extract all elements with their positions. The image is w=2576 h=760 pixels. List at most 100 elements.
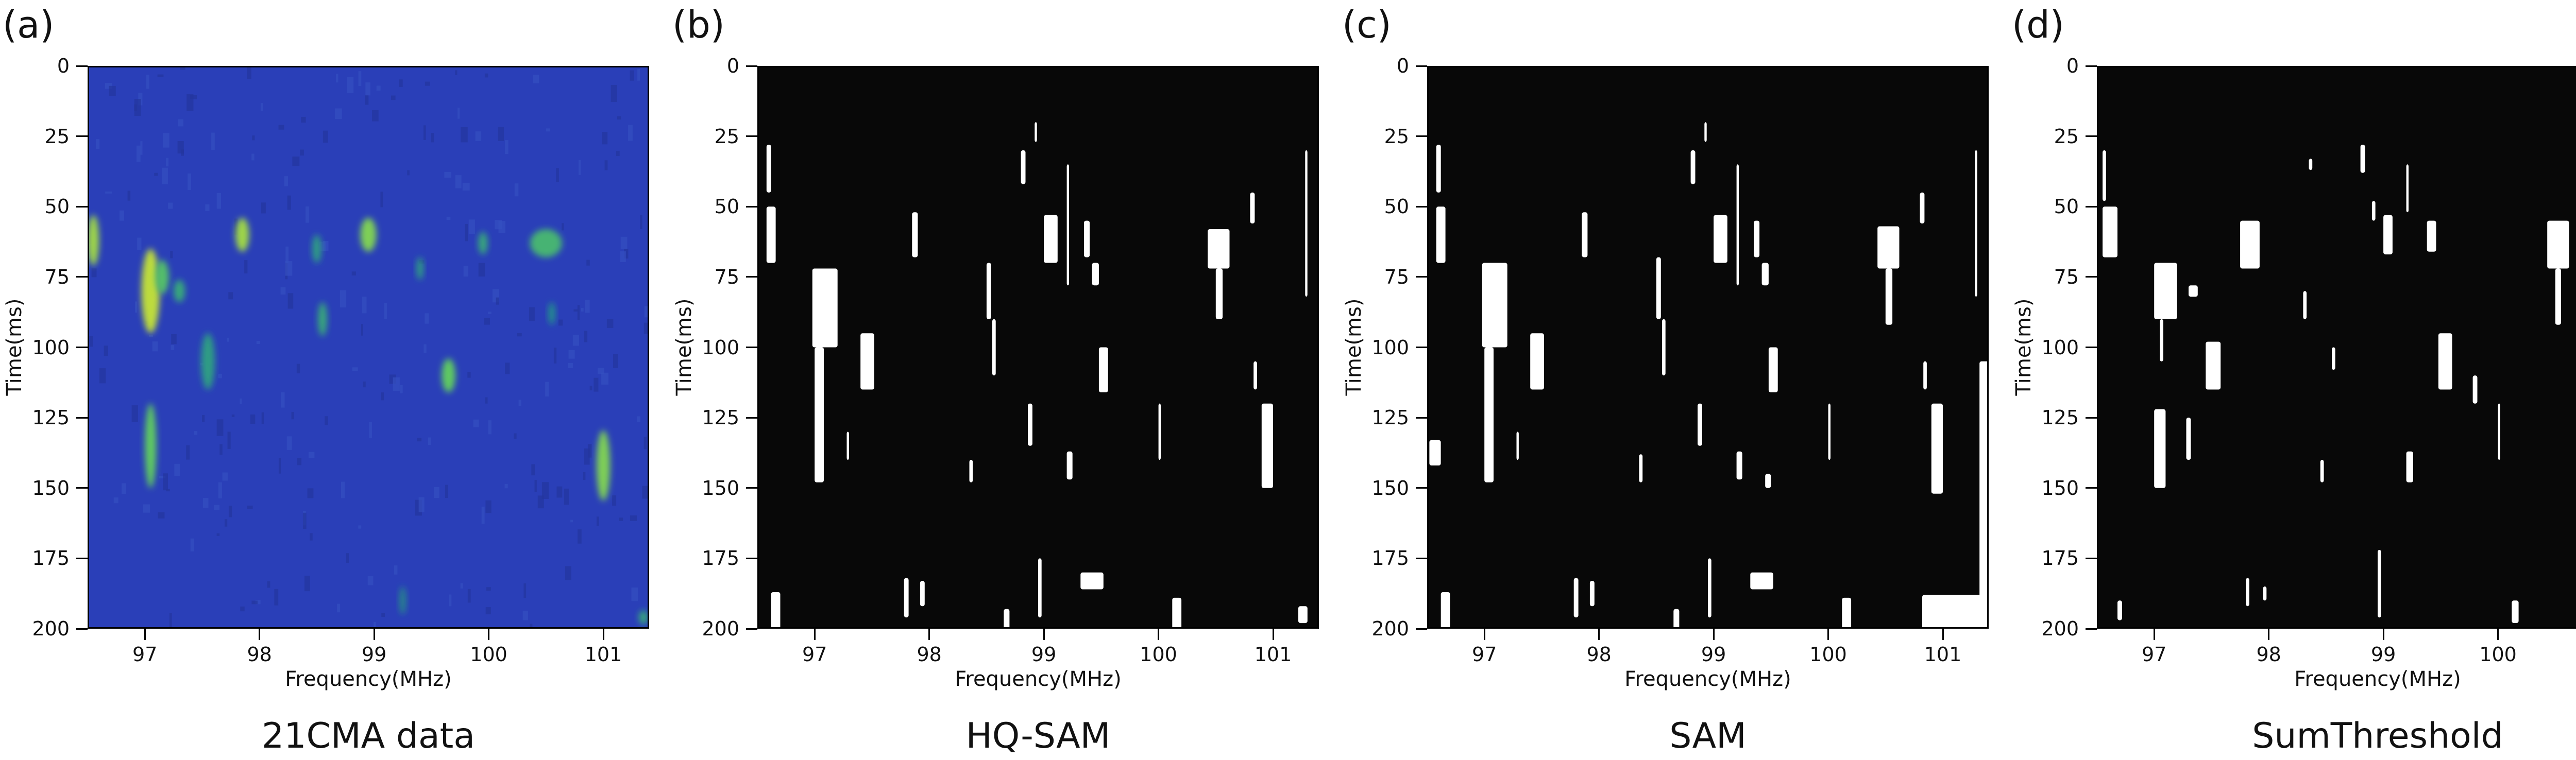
y-tick bbox=[746, 557, 757, 559]
y-tick-label: 75 bbox=[1384, 265, 1409, 288]
rfi-mask-region bbox=[1714, 215, 1727, 263]
noise-texture bbox=[340, 290, 347, 308]
panel-label: (b) bbox=[672, 3, 725, 46]
y-tick-label: 25 bbox=[44, 125, 70, 148]
noise-texture bbox=[577, 305, 580, 320]
y-tick bbox=[76, 417, 88, 419]
rfi-mask-region bbox=[1690, 150, 1696, 184]
noise-texture bbox=[291, 411, 294, 420]
noise-texture bbox=[637, 416, 640, 422]
y-tick-label: 75 bbox=[44, 265, 70, 288]
rfi-mask-region bbox=[1250, 192, 1255, 223]
x-tick-label: 99 bbox=[2370, 643, 2396, 666]
noise-texture bbox=[119, 210, 124, 221]
noise-texture bbox=[579, 160, 581, 175]
x-tick bbox=[2153, 629, 2155, 640]
y-tick bbox=[2086, 65, 2097, 67]
noise-texture bbox=[553, 348, 557, 364]
rfi-mask-region bbox=[2555, 268, 2561, 325]
y-tick bbox=[76, 557, 88, 559]
y-tick-label: 50 bbox=[714, 195, 739, 218]
y-tick-label: 75 bbox=[714, 265, 739, 288]
rfi-mask-region bbox=[1436, 206, 1446, 263]
panel-label: (d) bbox=[2012, 3, 2064, 46]
rfi-signal-blob bbox=[360, 218, 377, 252]
rfi-mask-region bbox=[1429, 440, 1441, 465]
noise-texture bbox=[278, 458, 281, 474]
y-tick-label: 0 bbox=[726, 55, 739, 77]
noise-texture bbox=[585, 300, 590, 313]
noise-texture bbox=[260, 103, 263, 111]
y-axis-label: Time(ms) bbox=[1342, 298, 1366, 396]
y-tick-label: 50 bbox=[1384, 195, 1409, 218]
noise-texture bbox=[514, 433, 517, 439]
noise-texture bbox=[617, 116, 621, 120]
noise-texture bbox=[180, 66, 185, 70]
noise-texture bbox=[372, 110, 379, 122]
rfi-mask-region bbox=[904, 578, 909, 618]
y-tick-label: 0 bbox=[1396, 55, 1409, 77]
y-tick bbox=[1416, 557, 1427, 559]
rfi-mask-region bbox=[1305, 150, 1308, 297]
noise-texture bbox=[423, 125, 426, 140]
noise-texture bbox=[425, 313, 429, 324]
noise-texture bbox=[637, 68, 640, 81]
rfi-mask-region bbox=[771, 592, 781, 629]
noise-texture bbox=[296, 364, 300, 374]
rfi-mask-region bbox=[2360, 145, 2365, 173]
noise-texture bbox=[568, 362, 573, 368]
rfi-mask-region bbox=[1172, 597, 1182, 629]
noise-texture bbox=[484, 318, 490, 325]
rfi-mask-region bbox=[1098, 347, 1108, 392]
rfi-signal-blob bbox=[318, 302, 327, 336]
rfi-mask-region bbox=[2189, 285, 2198, 297]
rfi-mask-region bbox=[1208, 229, 1230, 269]
plot-area bbox=[1427, 66, 1989, 629]
y-tick-label: 0 bbox=[57, 55, 70, 77]
noise-texture bbox=[140, 141, 143, 155]
rfi-signal-blob bbox=[596, 430, 611, 501]
noise-texture bbox=[250, 414, 256, 424]
rfi-mask-region bbox=[846, 431, 849, 460]
noise-texture bbox=[473, 419, 479, 427]
x-tick-label: 98 bbox=[2256, 643, 2281, 666]
noise-texture bbox=[462, 183, 470, 191]
rfi-mask-region bbox=[969, 460, 973, 482]
noise-texture bbox=[465, 223, 468, 241]
noise-texture bbox=[642, 486, 649, 499]
noise-texture bbox=[596, 516, 599, 526]
x-tick-label: 97 bbox=[802, 643, 827, 666]
noise-texture bbox=[619, 517, 623, 521]
noise-texture bbox=[358, 525, 362, 529]
panel-b: (b) Time(ms) Frequency(MHz) HQ-SAM 0 25 50… bbox=[670, 0, 1340, 760]
noise-texture bbox=[285, 246, 289, 263]
noise-texture bbox=[158, 512, 165, 519]
noise-texture bbox=[541, 482, 549, 499]
rfi-mask-region bbox=[1761, 263, 1769, 286]
noise-texture bbox=[463, 266, 468, 277]
x-tick bbox=[259, 629, 261, 640]
y-tick bbox=[76, 276, 88, 278]
x-tick-label: 97 bbox=[1472, 643, 1497, 666]
noise-texture bbox=[455, 175, 462, 188]
noise-texture bbox=[584, 331, 588, 342]
noise-texture bbox=[137, 237, 142, 250]
noise-texture bbox=[534, 480, 537, 492]
noise-texture bbox=[127, 191, 131, 201]
noise-texture bbox=[166, 489, 170, 492]
x-tick bbox=[1158, 629, 1160, 640]
noise-texture bbox=[325, 416, 328, 425]
noise-texture bbox=[556, 168, 559, 182]
rfi-mask-region bbox=[1750, 572, 1773, 590]
noise-texture bbox=[287, 293, 294, 309]
noise-texture bbox=[496, 297, 499, 305]
noise-texture bbox=[177, 141, 184, 154]
noise-texture bbox=[261, 202, 266, 214]
x-tick-label: 101 bbox=[1254, 643, 1292, 666]
rfi-mask-region bbox=[1158, 403, 1161, 460]
noise-texture bbox=[307, 488, 314, 498]
noise-texture bbox=[267, 581, 270, 588]
rfi-signal-blob bbox=[235, 218, 249, 252]
x-tick-label: 98 bbox=[917, 643, 942, 666]
y-tick bbox=[2086, 135, 2097, 137]
